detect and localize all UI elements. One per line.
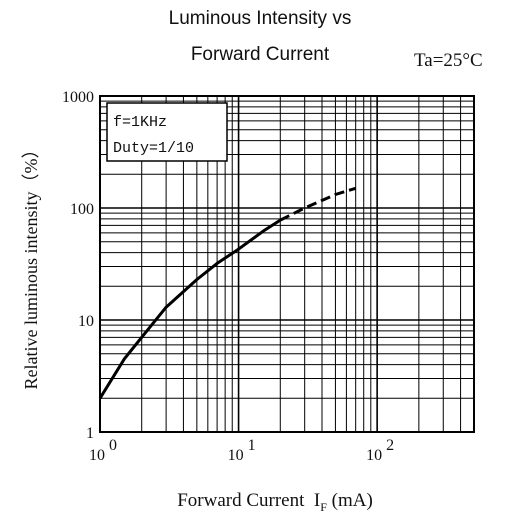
series-line-dashed [279,186,357,222]
chart-title-line-2: Forward Current [190,44,330,65]
legend: f=1KHz Duty=1/10 [106,102,228,162]
series-line-solid [98,218,282,400]
test-condition: Ta=25°C [414,50,483,71]
x-tick-label-base: 10 [228,447,244,464]
y-tick-label: 1 [86,425,94,442]
y-tick-label: 100 [70,201,94,218]
data-series [98,186,357,400]
y-tick-label: 10 [78,313,94,330]
x-axis-label: Forward Current [177,490,305,511]
chart-title-line-1: Luminous Intensity vs [168,8,352,29]
x-tick-label-exponent: 2 [386,437,394,454]
y-tick-label: 1000 [62,89,94,106]
plot-frame [99,95,475,433]
x-tick-label-exponent: 1 [248,437,256,454]
y-tick-labels: 1 10 100 1000 [62,89,94,442]
x-tick-label-base: 10 [366,447,382,464]
legend-entry-frequency: f=1KHz [113,114,167,131]
x-tick-label-exponent: 0 [109,437,117,454]
legend-entry-duty: Duty=1/10 [113,140,194,157]
x-axis-label-wrap: Forward Current IF (mA) [120,490,430,515]
x-axis-unit: (mA) [331,490,373,511]
legend-box [106,102,228,162]
x-axis-symbol-subscript: F [320,499,327,514]
x-axis-symbol: I [313,490,321,511]
x-tick-label-base: 10 [89,447,105,464]
